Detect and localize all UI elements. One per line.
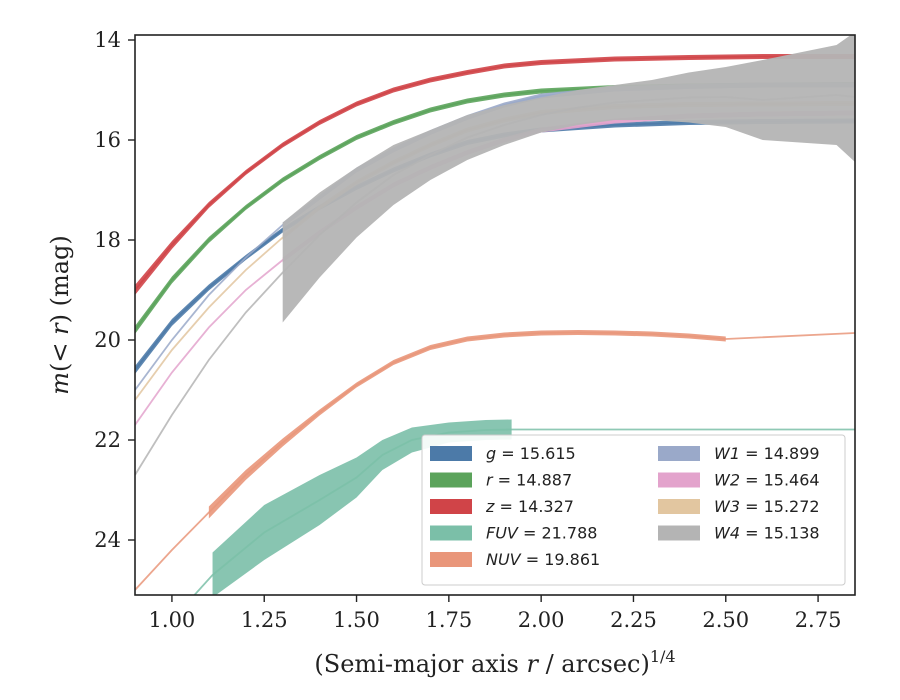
x-tick-label: 2.75 — [795, 608, 842, 632]
x-tick-label: 2.25 — [610, 608, 657, 632]
legend-swatch — [658, 499, 700, 514]
series-line-w2 — [135, 112, 855, 426]
y-tick-label: 18 — [94, 228, 121, 252]
legend-swatch — [430, 446, 472, 461]
series-line-nuv — [135, 331, 855, 591]
legend-box — [421, 434, 846, 586]
x-tick-label: 1.75 — [425, 608, 472, 632]
legend-swatch — [430, 525, 472, 541]
y-axis-title: m(< r) (mag) — [46, 235, 74, 395]
y-tick-label: 16 — [94, 128, 121, 152]
legend-label: g = 15.615 — [486, 444, 576, 463]
x-tick-label: 1.50 — [333, 608, 380, 632]
x-tick-label: 1.25 — [241, 608, 288, 632]
series-line-g — [135, 120, 855, 371]
band-w4 — [282, 35, 855, 323]
legend-label: W4 = 15.138 — [714, 524, 820, 543]
x-axis-title: (Semi-major axis r / arcsec)1/4 — [314, 647, 675, 678]
legend-swatch — [658, 525, 700, 541]
series-line-w4 — [135, 94, 855, 476]
legend-label: FUV = 21.788 — [486, 524, 597, 543]
y-axis: 14 16 18 20 22 24 — [94, 28, 135, 552]
legend-swatch — [430, 472, 472, 488]
legend-swatch — [658, 446, 700, 461]
x-tick-label: 2.50 — [702, 608, 749, 632]
series-line-z — [135, 55, 855, 291]
legend-label: NUV = 19.861 — [486, 550, 600, 569]
legend-label: r = 14.887 — [486, 471, 572, 490]
plot-frame — [134, 34, 856, 596]
legend-label: W3 = 15.272 — [714, 497, 820, 516]
y-tick-label: 14 — [94, 28, 121, 52]
legend-swatch — [430, 499, 472, 514]
x-axis: 1.00 1.25 1.50 1.75 2.00 2.25 2.50 2.75 — [149, 595, 842, 632]
y-tick-label: 24 — [94, 528, 121, 552]
y-tick-label: 22 — [94, 428, 121, 452]
legend-label: W1 = 14.899 — [714, 444, 820, 463]
x-tick-label: 2.00 — [518, 608, 565, 632]
series-line-fuv — [193, 428, 855, 595]
legend-swatch — [430, 552, 472, 567]
legend-label: z = 14.327 — [485, 497, 574, 516]
legend-swatch — [658, 472, 700, 488]
x-tick-label: 1.00 — [149, 608, 196, 632]
y-tick-label: 20 — [94, 328, 121, 352]
legend: g = 15.615 r = 14.887 z = 14.327 FUV = 21.7… — [421, 434, 846, 586]
legend-label: W2 = 15.464 — [714, 471, 820, 490]
